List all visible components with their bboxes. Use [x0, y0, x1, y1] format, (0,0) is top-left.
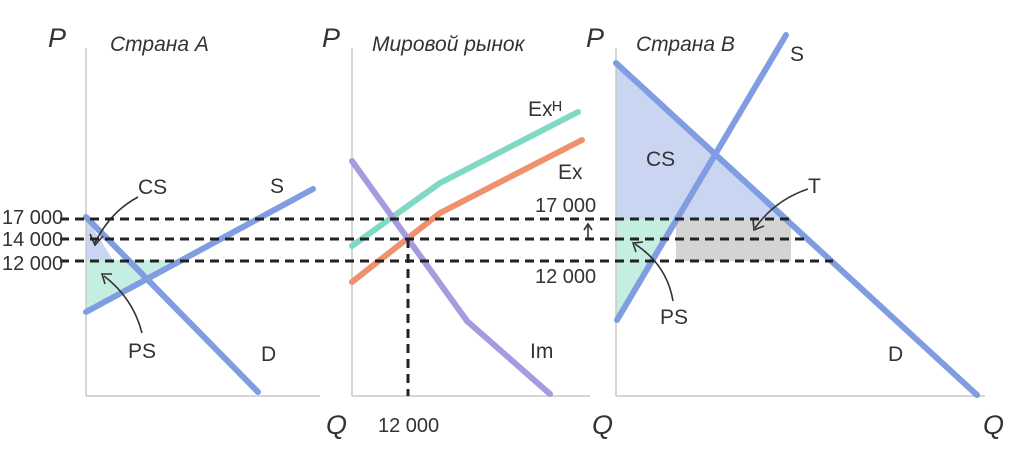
country-b-ps-label: PS: [660, 306, 688, 329]
country-b-tariff-arrowhead: [752, 218, 765, 232]
world-im-line: [349, 158, 553, 397]
panel-country-a: P Q Страна А S D CS PS: [48, 23, 347, 440]
country-a-cs-label: CS: [138, 176, 167, 199]
world-ex-label: Ex: [558, 161, 583, 184]
country-b-quantity-axis-label: Q: [983, 410, 1004, 440]
country-a-quantity-axis-label: Q: [326, 410, 347, 440]
country-b-price-low-label: 12 000: [535, 266, 596, 288]
country-b-price-high-label: 17 000: [535, 195, 596, 217]
country-b-demand-label: D: [888, 343, 903, 366]
panel-country-b: P Q Страна В S D CS PS T 17 000 12 000: [535, 23, 1004, 440]
country-b-supply-line: [614, 32, 789, 323]
world-ex-tariff-line: [349, 109, 581, 249]
country-b-ps-arrow: [634, 243, 674, 302]
country-a-supply-label: S: [270, 175, 284, 198]
price-17000-label: 17 000: [2, 207, 63, 229]
country-b-cs-label: CS: [646, 148, 675, 171]
country-a-title: Страна А: [110, 33, 209, 56]
country-b-supply-label: S: [790, 43, 804, 66]
country-b-tariff-label: T: [808, 175, 821, 198]
country-a-demand-line: [83, 214, 261, 395]
price-levels: 17 000 14 000 12 000: [2, 207, 833, 275]
country-b-tariff-arrow: [754, 188, 809, 229]
country-a-supply-line: [83, 186, 316, 315]
country-a-ps-label: PS: [128, 340, 156, 363]
country-b-price-gap-arrowhead: [583, 222, 593, 231]
country-a-ps-arrowhead: [100, 273, 112, 285]
country-a-price-axis-label: P: [48, 23, 66, 53]
country-a-cs-arrow: [94, 196, 139, 244]
country-a-demand-label: D: [261, 343, 276, 366]
world-quantity-tick-label: 12 000: [378, 415, 439, 437]
world-ex-tariff-label: Exᴴ: [528, 98, 562, 121]
country-b-title: Страна В: [636, 33, 735, 56]
world-quantity-axis-label: Q: [592, 410, 613, 440]
country-a-ps-arrow: [103, 275, 143, 334]
world-im-label: Im: [530, 340, 553, 363]
country-b-price-axis-label: P: [586, 23, 604, 53]
price-12000-label: 12 000: [2, 253, 63, 275]
world-price-axis-label: P: [322, 23, 340, 53]
price-14000-label: 14 000: [2, 229, 63, 251]
world-title: Мировой рынок: [372, 33, 526, 56]
country-b-demand-line: [613, 60, 980, 398]
country-b-ps-arrowhead: [631, 241, 644, 253]
panel-world-market: P Q Мировой рынок Exᴴ Ex Im 12 000: [322, 23, 613, 440]
world-ex-line: [349, 137, 585, 285]
